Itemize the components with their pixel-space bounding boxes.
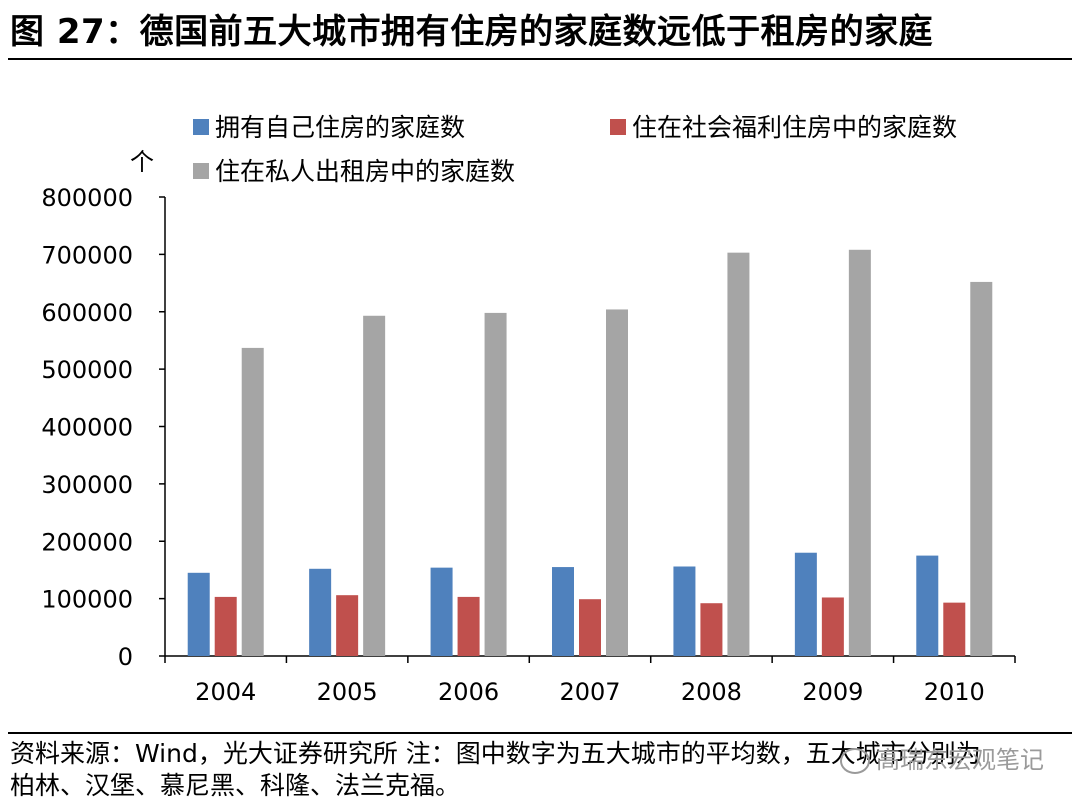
- bar: [241, 347, 264, 656]
- bar: [336, 595, 359, 656]
- bar: [187, 572, 210, 656]
- legend-label: 住在私人出租房中的家庭数: [215, 157, 515, 186]
- bar: [970, 281, 993, 656]
- bar: [606, 309, 628, 656]
- y-tick-label: 0: [118, 643, 133, 671]
- bar: [700, 603, 723, 656]
- bar: [457, 596, 480, 656]
- source-line-2: 柏林、汉堡、慕尼黑、科隆、法兰克福。: [10, 771, 461, 800]
- bar: [848, 249, 871, 656]
- bar: [821, 597, 844, 656]
- watermark: 高瑞东宏观笔记: [840, 740, 1044, 775]
- source-line-1: 资料来源：Wind，光大证券研究所 注：图中数字为五大城市的平均数，五大城市分别…: [10, 739, 981, 768]
- x-tick-label: 2006: [438, 678, 499, 706]
- bar: [484, 312, 507, 656]
- y-tick-label: 400000: [41, 414, 133, 442]
- y-tick-label: 500000: [41, 356, 133, 384]
- watermark-text: 高瑞东宏观笔记: [876, 746, 1044, 774]
- page-title: 图 27：德国前五大城市拥有住房的家庭数远低于租房的家庭: [10, 12, 934, 52]
- wechat-icon: [840, 748, 870, 774]
- y-tick-label: 200000: [41, 528, 133, 556]
- legend-swatch: [610, 119, 626, 135]
- bar: [430, 567, 453, 656]
- x-tick-label: 2007: [559, 678, 620, 706]
- y-tick-label: 800000: [41, 184, 133, 212]
- chart: 0 100000 200000 300000 400000 500000 600000 700…: [41, 113, 1016, 706]
- x-tick-label: 2004: [195, 678, 256, 706]
- x-tick-label: 2010: [924, 678, 985, 706]
- title-divider: [8, 58, 1072, 60]
- y-tick-label: 100000: [41, 586, 133, 614]
- legend-swatch: [193, 119, 209, 135]
- bar: [727, 252, 750, 656]
- bar: [214, 596, 237, 656]
- bar: [916, 555, 939, 656]
- legend-label: 住在社会福利住房中的家庭数: [632, 113, 957, 142]
- bar: [552, 567, 574, 656]
- source-divider: [8, 732, 1072, 734]
- y-tick-label: 300000: [41, 471, 133, 499]
- x-tick-label: 2008: [681, 678, 742, 706]
- bar: [794, 552, 817, 656]
- x-tick-label: 2009: [802, 678, 863, 706]
- x-tick-label: 2005: [317, 678, 378, 706]
- bar: [363, 315, 386, 656]
- legend-swatch: [193, 163, 209, 179]
- y-tick-label: 600000: [41, 299, 133, 327]
- bar: [943, 602, 966, 656]
- y-unit-label: 个: [130, 148, 154, 176]
- bar: [309, 568, 332, 656]
- bar: [579, 599, 601, 656]
- bar: [673, 566, 696, 656]
- legend-label: 拥有自己住房的家庭数: [215, 113, 465, 142]
- y-tick-label: 700000: [41, 241, 133, 269]
- source-note: 资料来源：Wind，光大证券研究所 注：图中数字为五大城市的平均数，五大城市分别…: [10, 738, 1070, 802]
